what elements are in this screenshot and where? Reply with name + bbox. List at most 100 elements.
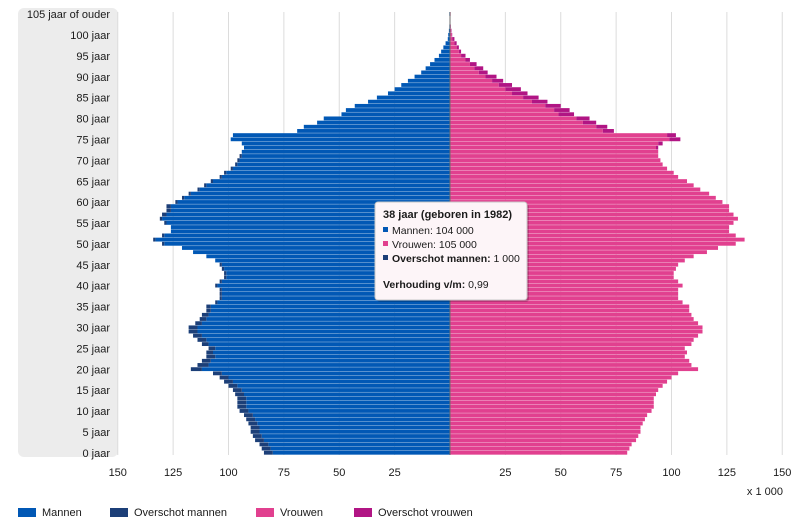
bar-overschot-vrouwen	[582, 120, 597, 125]
bar-overschot-mannen	[232, 388, 242, 392]
bar-mannen	[268, 442, 450, 447]
age-tick-label: 40 jaar	[76, 281, 110, 293]
bar-mannen	[447, 37, 450, 41]
bar-mannen	[368, 99, 450, 104]
bar-vrouwen	[450, 149, 659, 154]
bar-overschot-vrouwen	[554, 108, 570, 112]
bar-mannen	[261, 434, 450, 438]
x-tick-label-right: 125	[718, 467, 736, 479]
tooltip-value-overschot-mannen: 1 000	[491, 253, 520, 265]
bar-overschot-mannen	[219, 375, 229, 380]
bar-vrouwen	[450, 446, 630, 451]
bar-vrouwen	[450, 363, 692, 367]
bar-overschot-vrouwen	[505, 87, 521, 92]
bar-overschot-mannen	[228, 383, 238, 388]
bar-vrouwen	[450, 409, 652, 413]
bar-vrouwen	[450, 346, 685, 351]
bar-overschot-vrouwen	[512, 91, 528, 96]
bar-mannen	[232, 133, 450, 138]
bar-mannen	[208, 312, 450, 317]
age-tick-label: 10 jaar	[76, 406, 110, 418]
tooltip-box	[374, 201, 528, 301]
bar-overschot-vrouwen	[456, 45, 459, 50]
bar-mannen	[414, 74, 450, 79]
bar-vrouwen	[450, 425, 641, 430]
bar-mannen	[263, 438, 450, 443]
bar-vrouwen	[450, 37, 453, 41]
bar-mannen	[221, 287, 450, 292]
age-tick-label: 75 jaar	[76, 134, 110, 146]
bar-vrouwen	[450, 204, 730, 209]
bar-vrouwen	[450, 312, 692, 317]
bar-overschot-mannen	[197, 187, 200, 192]
legend-swatch-mannen	[18, 508, 36, 517]
bar-mannen	[155, 237, 450, 242]
bar-vrouwen	[450, 74, 486, 79]
bar-vrouwen	[450, 129, 603, 133]
bar-overschot-mannen	[162, 233, 165, 238]
bar-mannen	[232, 166, 450, 171]
bar-mannen	[212, 350, 450, 355]
bar-overschot-mannen	[259, 442, 269, 447]
bar-vrouwen	[450, 396, 654, 401]
bar-overschot-mannen	[164, 220, 167, 225]
bar-overschot-vrouwen	[498, 83, 513, 87]
bar-overschot-mannen	[162, 241, 165, 246]
bar-vrouwen	[450, 170, 674, 175]
bar-vrouwen	[450, 95, 524, 100]
bar-mannen	[221, 296, 450, 301]
bar-mannen	[270, 446, 450, 451]
bar-mannen	[215, 258, 450, 263]
bar-overschot-mannen	[212, 371, 222, 376]
bar-overschot-mannen	[162, 212, 167, 217]
bar-vrouwen	[450, 342, 692, 347]
bar-vrouwen	[450, 124, 597, 129]
bar-vrouwen	[450, 254, 694, 259]
bar-mannen	[212, 179, 450, 184]
tooltip-label-overschot-mannen: Overschot mannen: 1 000	[392, 253, 520, 265]
bar-vrouwen	[450, 70, 479, 75]
bar-mannen	[177, 200, 450, 204]
legend-swatch-overschot-vrouwen	[354, 508, 372, 517]
bar-mannen	[297, 129, 450, 133]
bar-mannen	[190, 191, 450, 196]
bar-overschot-mannen	[246, 417, 256, 422]
bar-overschot-vrouwen	[469, 62, 477, 66]
bar-vrouwen	[450, 434, 639, 438]
x-tick-label-right: 100	[662, 467, 680, 479]
bar-overschot-mannen	[219, 292, 222, 296]
bar-vrouwen	[450, 283, 683, 288]
bar-vrouwen	[450, 308, 690, 313]
bar-vrouwen	[450, 195, 716, 200]
bar-mannen	[448, 28, 450, 33]
legend-label-overschot-vrouwen: Overschot vrouwen	[378, 507, 473, 519]
bar-mannen	[210, 308, 450, 313]
bar-mannen	[221, 279, 450, 284]
bar-vrouwen	[450, 266, 676, 271]
x-tick-label-left: 150	[109, 467, 127, 479]
bar-vrouwen	[450, 354, 685, 359]
bar-mannen	[228, 375, 450, 380]
bar-vrouwen	[450, 292, 679, 296]
bar-vrouwen	[450, 438, 637, 443]
bar-overschot-vrouwen	[655, 145, 659, 150]
age-tick-label: 5 jaar	[82, 427, 110, 439]
age-tick-label: 15 jaar	[76, 385, 110, 397]
bar-vrouwen	[450, 375, 672, 380]
bar-overschot-vrouwen	[523, 95, 539, 100]
bar-vrouwen	[450, 300, 683, 305]
bar-mannen	[170, 204, 450, 209]
tooltip-swatch-mannen	[383, 227, 388, 232]
bar-mannen	[237, 162, 450, 167]
bar-vrouwen	[450, 371, 679, 376]
bar-mannen	[208, 363, 450, 367]
bar-vrouwen	[450, 287, 679, 292]
bar-vrouwen	[450, 417, 645, 422]
bar-overschot-mannen	[237, 404, 247, 409]
bar-overschot-vrouwen	[452, 37, 455, 41]
bar-overschot-mannen	[175, 200, 178, 204]
bar-mannen	[197, 329, 450, 334]
bar-vrouwen	[450, 233, 736, 238]
bar-overschot-mannen	[261, 446, 271, 451]
